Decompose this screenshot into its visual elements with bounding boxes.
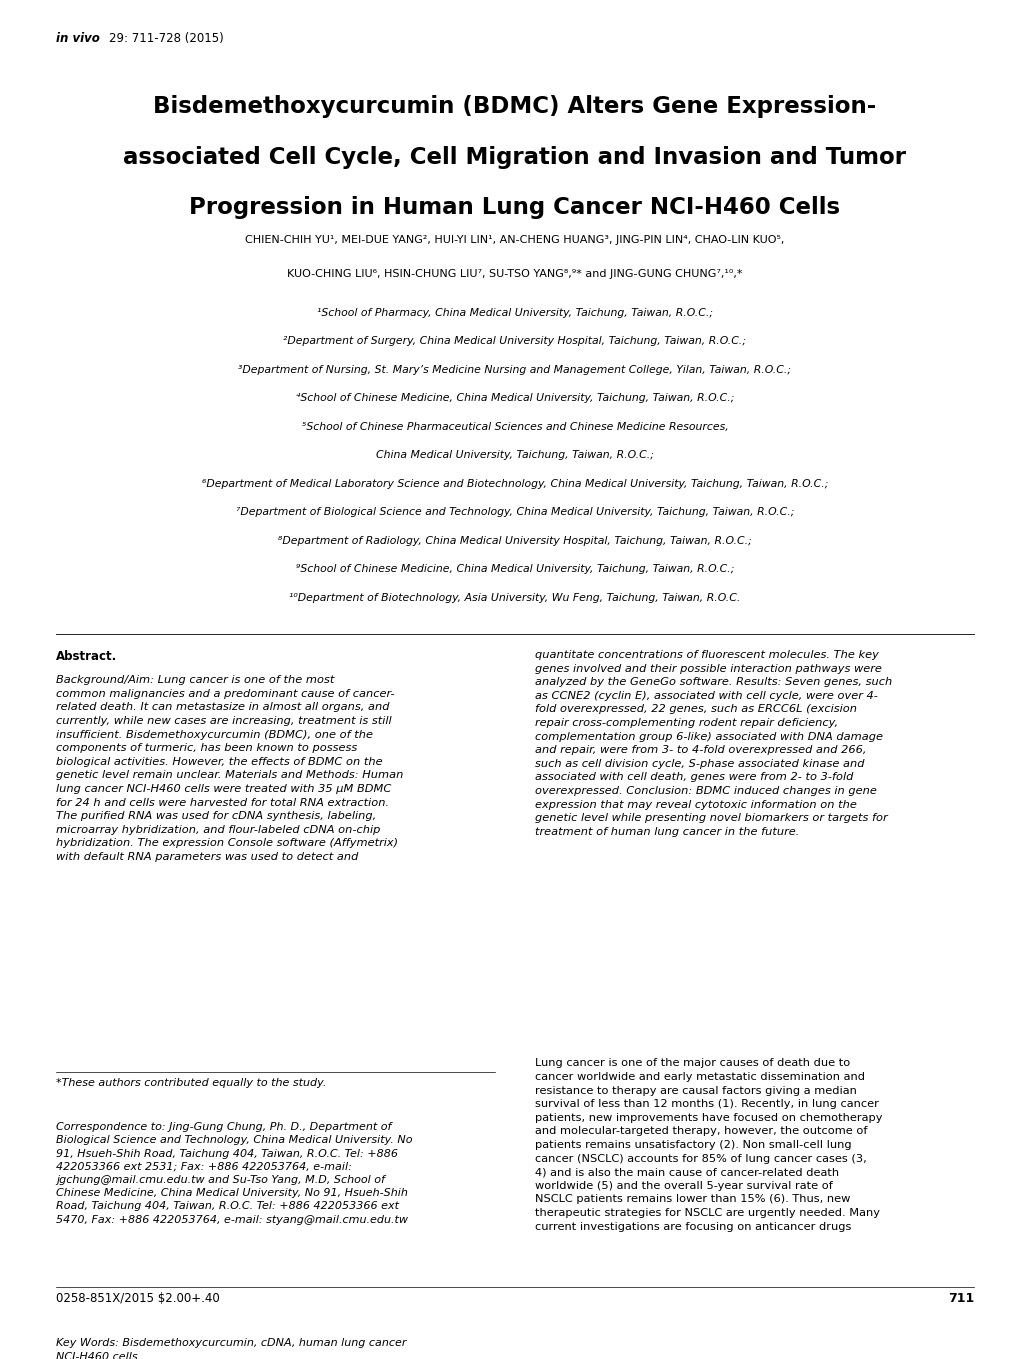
Text: CHIEN-CHIH YU¹, MEI-DUE YANG², HUI-YI LIN¹, AN-CHENG HUANG³, JING-PIN LIN⁴, CHAO: CHIEN-CHIH YU¹, MEI-DUE YANG², HUI-YI LI… (246, 235, 784, 245)
Text: Bisdemethoxycurcumin (BDMC) Alters Gene Expression-: Bisdemethoxycurcumin (BDMC) Alters Gene … (153, 95, 875, 118)
Text: ⁵School of Chinese Pharmaceutical Sciences and Chinese Medicine Resources,: ⁵School of Chinese Pharmaceutical Scienc… (302, 421, 728, 432)
Text: ⁶Department of Medical Laboratory Science and Biotechnology, China Medical Unive: ⁶Department of Medical Laboratory Scienc… (202, 478, 827, 489)
Text: 0258-851X/2015 $2.00+.40: 0258-851X/2015 $2.00+.40 (56, 1292, 220, 1305)
Text: Abstract.: Abstract. (56, 650, 117, 663)
Text: quantitate concentrations of fluorescent molecules. The key
genes involved and t: quantitate concentrations of fluorescent… (535, 650, 892, 837)
Text: ²Department of Surgery, China Medical University Hospital, Taichung, Taiwan, R.O: ²Department of Surgery, China Medical Un… (283, 336, 746, 347)
Text: ⁴School of Chinese Medicine, China Medical University, Taichung, Taiwan, R.O.C.;: ⁴School of Chinese Medicine, China Medic… (296, 393, 734, 404)
Text: *These authors contributed equally to the study.: *These authors contributed equally to th… (56, 1078, 326, 1089)
Text: associated Cell Cycle, Cell Migration and Invasion and Tumor: associated Cell Cycle, Cell Migration an… (123, 145, 906, 169)
Text: ⁷Department of Biological Science and Technology, China Medical University, Taic: ⁷Department of Biological Science and Te… (235, 507, 794, 518)
Text: ¹School of Pharmacy, China Medical University, Taichung, Taiwan, R.O.C.;: ¹School of Pharmacy, China Medical Unive… (317, 307, 712, 318)
Text: China Medical University, Taichung, Taiwan, R.O.C.;: China Medical University, Taichung, Taiw… (376, 450, 653, 461)
Text: ⁸Department of Radiology, China Medical University Hospital, Taichung, Taiwan, R: ⁸Department of Radiology, China Medical … (278, 535, 751, 546)
Text: Lung cancer is one of the major causes of death due to
cancer worldwide and earl: Lung cancer is one of the major causes o… (535, 1059, 882, 1231)
Text: ³Department of Nursing, St. Mary’s Medicine Nursing and Management College, Yila: ³Department of Nursing, St. Mary’s Medic… (238, 364, 791, 375)
Text: Key Words: Bisdemethoxycurcumin, cDNA, human lung cancer
NCI-H460 cells.: Key Words: Bisdemethoxycurcumin, cDNA, h… (56, 1339, 407, 1359)
Text: 711: 711 (947, 1292, 973, 1305)
Text: in vivo: in vivo (56, 31, 100, 45)
Text: Progression in Human Lung Cancer NCI-H460 Cells: Progression in Human Lung Cancer NCI-H46… (190, 196, 840, 219)
Text: Background/Aim: Lung cancer is one of the most
common malignancies and a predomi: Background/Aim: Lung cancer is one of th… (56, 675, 404, 862)
Text: KUO-CHING LIU⁶, HSIN-CHUNG LIU⁷, SU-TSO YANG⁸,⁹* and JING-GUNG CHUNG⁷,¹⁰,*: KUO-CHING LIU⁶, HSIN-CHUNG LIU⁷, SU-TSO … (287, 269, 742, 279)
Text: ⁹School of Chinese Medicine, China Medical University, Taichung, Taiwan, R.O.C.;: ⁹School of Chinese Medicine, China Medic… (296, 564, 734, 575)
Text: 29: 711-728 (2015): 29: 711-728 (2015) (109, 31, 223, 45)
Text: ¹⁰Department of Biotechnology, Asia University, Wu Feng, Taichung, Taiwan, R.O.C: ¹⁰Department of Biotechnology, Asia Univ… (289, 593, 740, 603)
Text: Correspondence to: Jing-Gung Chung, Ph. D., Department of
Biological Science and: Correspondence to: Jing-Gung Chung, Ph. … (56, 1123, 412, 1224)
